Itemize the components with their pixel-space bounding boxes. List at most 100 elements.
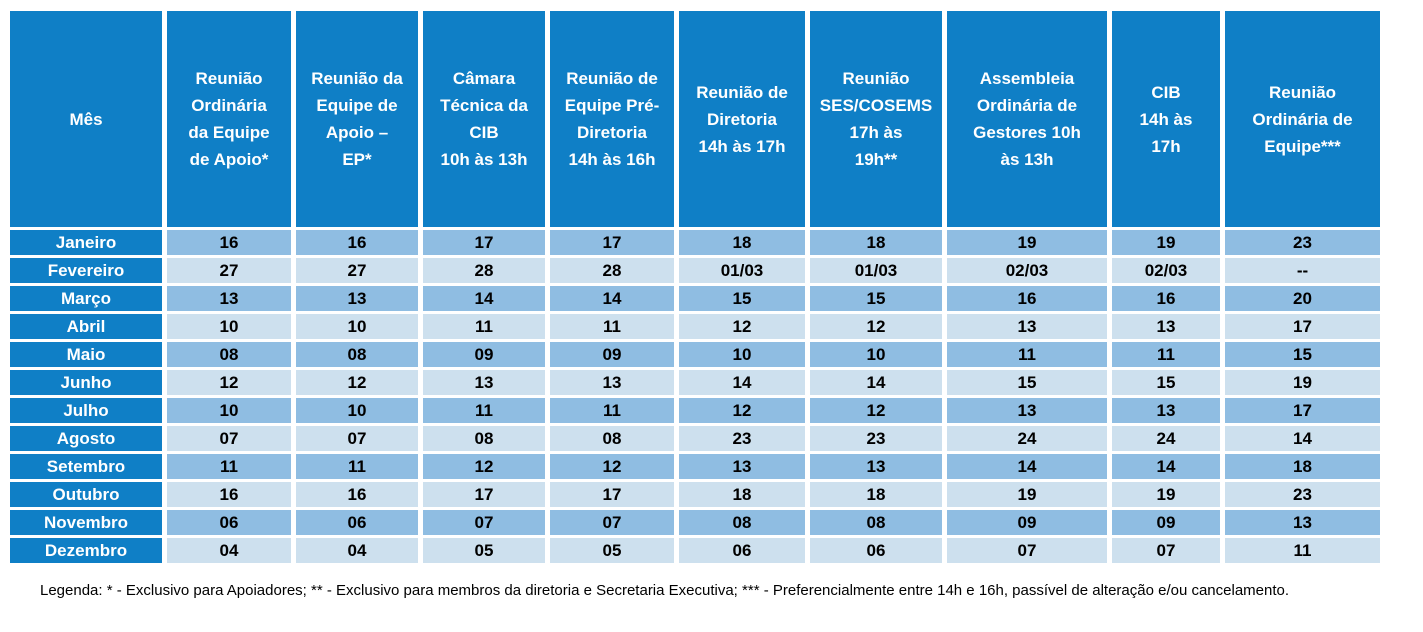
table-row: Abril 10 10 11 11 12 12 13 13 17 — [10, 314, 1380, 339]
date-cell: 14 — [423, 286, 545, 311]
column-header-reuniao-ses-cosems: Reunião SES/COSEMS 17h às 19h** — [810, 11, 942, 227]
date-cell: 06 — [296, 510, 418, 535]
date-cell: 23 — [1225, 230, 1380, 255]
date-cell: 07 — [167, 426, 291, 451]
date-cell: 10 — [679, 342, 805, 367]
date-cell: 16 — [167, 482, 291, 507]
date-cell: 19 — [1112, 230, 1220, 255]
date-cell: 08 — [679, 510, 805, 535]
date-cell: 15 — [1112, 370, 1220, 395]
table-body: Janeiro 16 16 17 17 18 18 19 19 23 Fevereiro 27 27 28… — [10, 230, 1380, 563]
date-cell: 02/03 — [1112, 258, 1220, 283]
date-cell: 13 — [1112, 398, 1220, 423]
date-cell: 09 — [947, 510, 1107, 535]
date-cell: 20 — [1225, 286, 1380, 311]
date-cell: 14 — [679, 370, 805, 395]
table-row: Junho 12 12 13 13 14 14 15 15 19 — [10, 370, 1380, 395]
date-cell: 13 — [296, 286, 418, 311]
date-cell: 14 — [947, 454, 1107, 479]
date-cell: 18 — [679, 482, 805, 507]
date-cell: 23 — [679, 426, 805, 451]
date-cell: 24 — [947, 426, 1107, 451]
date-cell: 02/03 — [947, 258, 1107, 283]
date-cell: 12 — [550, 454, 674, 479]
date-cell: 28 — [423, 258, 545, 283]
date-cell: 23 — [1225, 482, 1380, 507]
date-cell: 07 — [550, 510, 674, 535]
date-cell: 18 — [1225, 454, 1380, 479]
date-cell: 01/03 — [810, 258, 942, 283]
month-cell: Julho — [10, 398, 162, 423]
date-cell: 10 — [296, 398, 418, 423]
column-header-reuniao-diretoria: Reunião de Diretoria 14h às 17h — [679, 11, 805, 227]
table-row: Agosto 07 07 08 08 23 23 24 24 14 — [10, 426, 1380, 451]
date-cell: 11 — [550, 398, 674, 423]
month-cell: Agosto — [10, 426, 162, 451]
date-cell: 09 — [550, 342, 674, 367]
column-header-reuniao-equipe-apoio-ep: Reunião da Equipe de Apoio – EP* — [296, 11, 418, 227]
date-cell: 05 — [550, 538, 674, 563]
date-cell: 11 — [947, 342, 1107, 367]
date-cell: 15 — [1225, 342, 1380, 367]
date-cell: 08 — [810, 510, 942, 535]
date-cell: 04 — [296, 538, 418, 563]
date-cell: 11 — [1225, 538, 1380, 563]
date-cell: 13 — [167, 286, 291, 311]
date-cell: 14 — [550, 286, 674, 311]
date-cell: 12 — [679, 314, 805, 339]
date-cell: 06 — [810, 538, 942, 563]
date-cell: 11 — [167, 454, 291, 479]
month-cell: Abril — [10, 314, 162, 339]
date-cell: 12 — [423, 454, 545, 479]
date-cell: 10 — [167, 398, 291, 423]
date-cell: 17 — [1225, 398, 1380, 423]
month-cell: Março — [10, 286, 162, 311]
month-cell: Setembro — [10, 454, 162, 479]
date-cell: 27 — [167, 258, 291, 283]
date-cell: 12 — [810, 314, 942, 339]
date-cell: 16 — [1112, 286, 1220, 311]
date-cell: 07 — [947, 538, 1107, 563]
date-cell: 01/03 — [679, 258, 805, 283]
date-cell: 27 — [296, 258, 418, 283]
date-cell: 19 — [1225, 370, 1380, 395]
date-cell: 23 — [810, 426, 942, 451]
date-cell: 12 — [810, 398, 942, 423]
date-cell: 06 — [679, 538, 805, 563]
date-cell: 17 — [550, 482, 674, 507]
date-cell: 17 — [423, 230, 545, 255]
column-header-mes: Mês — [10, 11, 162, 227]
date-cell: 17 — [550, 230, 674, 255]
date-cell: 28 — [550, 258, 674, 283]
date-cell: 13 — [1225, 510, 1380, 535]
date-cell: 09 — [423, 342, 545, 367]
date-cell: 18 — [810, 230, 942, 255]
table-row: Março 13 13 14 14 15 15 16 16 20 — [10, 286, 1380, 311]
date-cell: 16 — [296, 230, 418, 255]
date-cell: 11 — [296, 454, 418, 479]
date-cell: 19 — [1112, 482, 1220, 507]
date-cell: 10 — [296, 314, 418, 339]
column-header-reuniao-pre-diretoria: Reunião de Equipe Pré- Diretoria 14h às … — [550, 11, 674, 227]
date-cell: 16 — [167, 230, 291, 255]
date-cell: 08 — [296, 342, 418, 367]
date-cell: 12 — [296, 370, 418, 395]
date-cell: 15 — [947, 370, 1107, 395]
date-cell: 11 — [423, 314, 545, 339]
date-cell: 10 — [810, 342, 942, 367]
date-cell: 14 — [810, 370, 942, 395]
date-cell: 05 — [423, 538, 545, 563]
date-cell: 14 — [1225, 426, 1380, 451]
date-cell: 17 — [423, 482, 545, 507]
date-cell: 13 — [810, 454, 942, 479]
table-row: Outubro 16 16 17 17 18 18 19 19 23 — [10, 482, 1380, 507]
table-row: Novembro 06 06 07 07 08 08 09 09 13 — [10, 510, 1380, 535]
date-cell: 12 — [167, 370, 291, 395]
table-row: Setembro 11 11 12 12 13 13 14 14 18 — [10, 454, 1380, 479]
date-cell: 14 — [1112, 454, 1220, 479]
date-cell: 11 — [423, 398, 545, 423]
date-cell: 07 — [423, 510, 545, 535]
column-header-reuniao-ordinaria-equipe-apoio: Reunião Ordinária da Equipe de Apoio* — [167, 11, 291, 227]
month-cell: Fevereiro — [10, 258, 162, 283]
